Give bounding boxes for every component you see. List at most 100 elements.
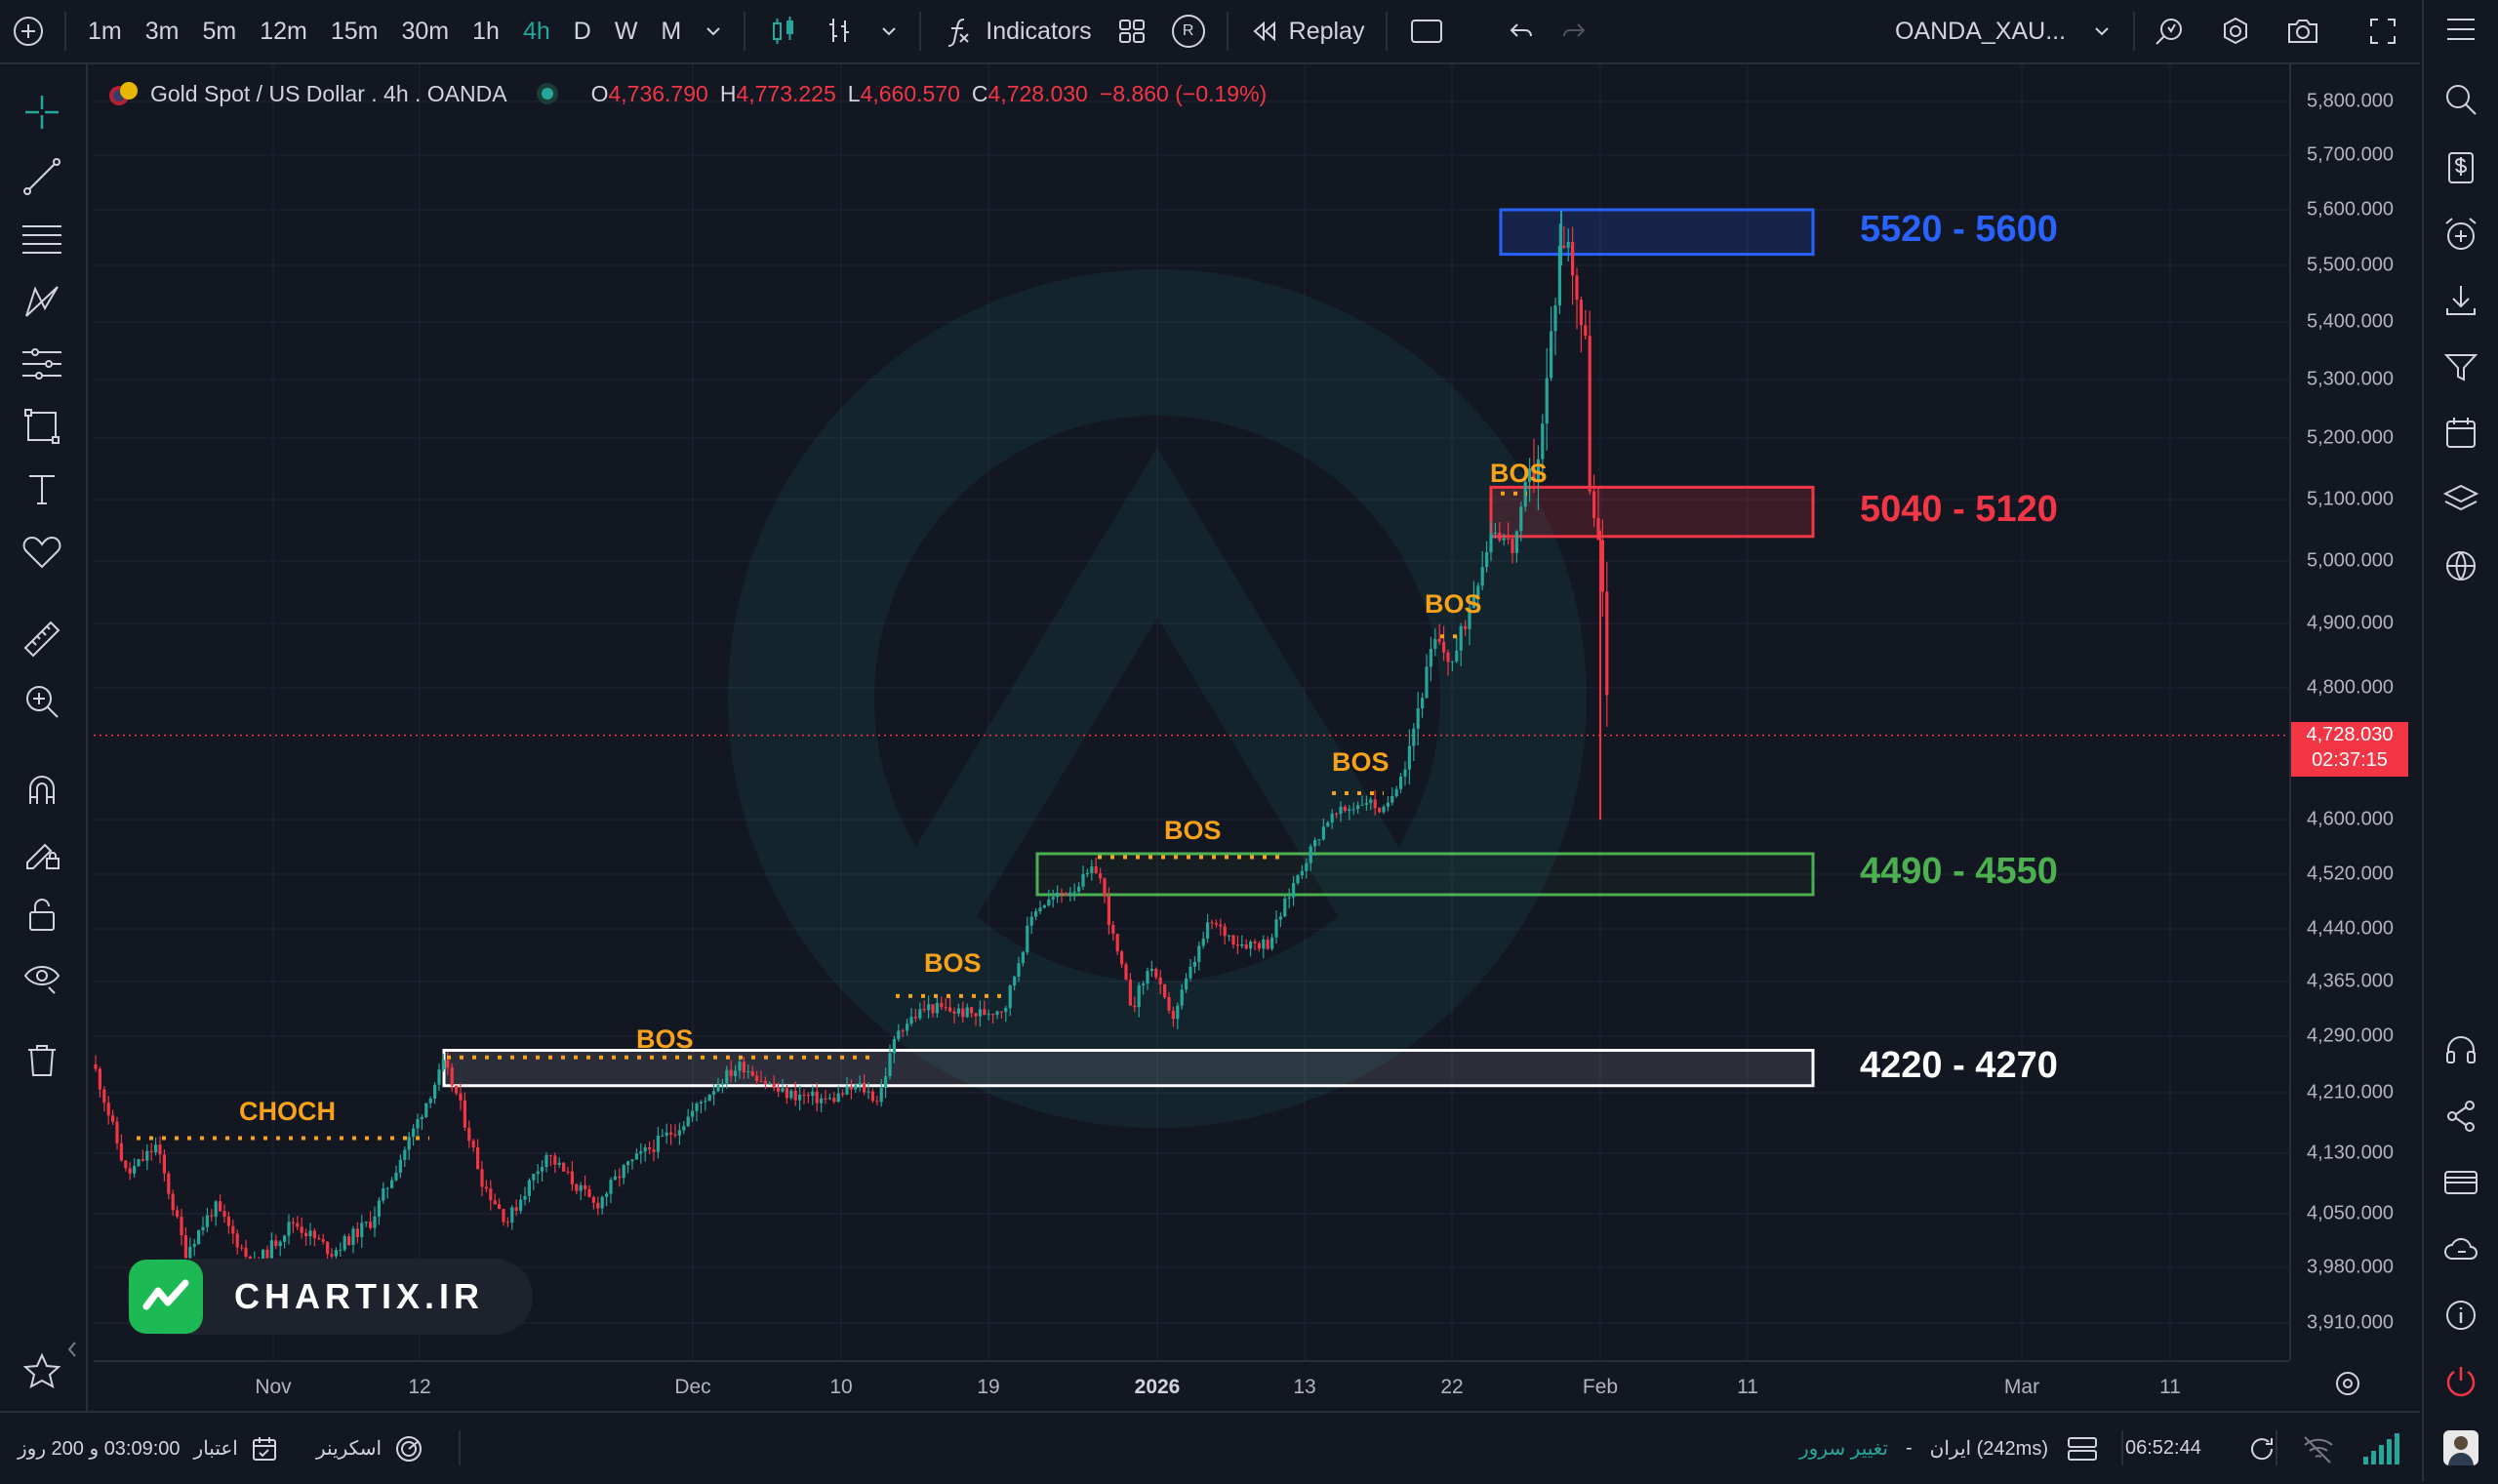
interval-15m[interactable]: 15m xyxy=(330,17,379,45)
chart-pane[interactable] xyxy=(94,64,2289,1360)
measure-tool[interactable] xyxy=(20,617,64,662)
screener-filter-button[interactable] xyxy=(2438,343,2484,390)
candle-body xyxy=(1493,532,1497,534)
candle-body xyxy=(1244,943,1248,949)
interval-30m[interactable]: 30m xyxy=(401,17,450,45)
price-tick-label: 5,800.000 xyxy=(2307,90,2394,112)
text-tool[interactable] xyxy=(20,466,64,511)
candle-body xyxy=(1485,552,1489,568)
interval-12m[interactable]: 12m xyxy=(260,17,307,45)
share-button[interactable] xyxy=(2438,1093,2484,1140)
candle-body xyxy=(304,1232,308,1237)
support-button[interactable] xyxy=(2438,1026,2484,1073)
chart-settings-button[interactable] xyxy=(2332,1368,2363,1399)
radar-icon xyxy=(396,1435,423,1462)
candle-body xyxy=(1090,866,1094,873)
snapshot-button[interactable] xyxy=(2274,0,2332,62)
prediction-tool[interactable] xyxy=(20,341,64,386)
server-change-link[interactable]: تغییر سرور xyxy=(1799,1438,1888,1460)
zoom-tool[interactable] xyxy=(20,679,64,724)
candle-body xyxy=(420,1117,423,1120)
symbol-title[interactable]: Gold Spot / US Dollar . 4h . OANDA xyxy=(150,80,507,106)
candle-body xyxy=(1579,300,1583,326)
favorites-star-tool[interactable] xyxy=(20,1348,64,1393)
interval-dropdown[interactable] xyxy=(693,0,734,62)
candle-body xyxy=(137,1159,141,1167)
redo-button[interactable] xyxy=(1548,0,1600,62)
price-axis[interactable]: 5,800.000 5,700.000 5,600.000 5,500.000 5,40… xyxy=(2289,64,2422,1360)
info-button[interactable] xyxy=(2438,1292,2484,1339)
settings-button[interactable] xyxy=(2207,0,2264,62)
undo-button[interactable] xyxy=(1495,0,1548,62)
interval-1m[interactable]: 1m xyxy=(88,17,122,45)
alerts-button[interactable] xyxy=(2438,211,2484,258)
credit-status[interactable]: 03:09:00 و 200 روز اعتبار xyxy=(18,1413,279,1484)
download-button[interactable] xyxy=(2438,277,2484,324)
interval-1h[interactable]: 1h xyxy=(472,17,500,45)
interval-m[interactable]: M xyxy=(661,17,682,45)
candle-body xyxy=(584,1184,587,1189)
candle-body xyxy=(106,1103,110,1116)
pattern-tool[interactable] xyxy=(20,279,64,324)
user-avatar[interactable] xyxy=(2438,1424,2484,1471)
logout-button[interactable] xyxy=(2438,1358,2484,1405)
candle-body xyxy=(832,1098,836,1103)
search-button[interactable] xyxy=(2438,76,2484,123)
add-symbol-button[interactable] xyxy=(0,0,55,62)
server-status[interactable]: تغییر سرور - ایران (242ms) xyxy=(1799,1413,2099,1484)
screener-status[interactable]: اسکرینر xyxy=(316,1413,424,1484)
menu-button[interactable] xyxy=(2438,6,2484,53)
magnet-tool[interactable] xyxy=(20,767,64,812)
candle-body xyxy=(541,1167,544,1172)
rectangle-button[interactable] xyxy=(1397,0,1456,62)
bars-chart-type-button[interactable] xyxy=(812,0,868,62)
fullscreen-button[interactable] xyxy=(2356,0,2410,62)
collapse-toolbar-button[interactable] xyxy=(62,1327,82,1372)
candle-body xyxy=(897,1030,901,1039)
price-tick-label: 5,500.000 xyxy=(2307,254,2394,276)
remove-drawings-tool[interactable] xyxy=(20,1038,64,1083)
subscription-button[interactable] xyxy=(2438,1159,2484,1206)
hide-drawings-tool[interactable] xyxy=(20,954,64,999)
candle-body xyxy=(1064,894,1068,896)
replay-button[interactable]: Replay xyxy=(1238,0,1377,62)
candle-body xyxy=(1514,531,1518,553)
indicators-button[interactable]: Indicators xyxy=(931,0,1103,62)
refresh-icon[interactable] xyxy=(2246,1433,2277,1464)
ruler-icon xyxy=(23,621,60,658)
alert-button[interactable] xyxy=(2141,0,2197,62)
candle-body xyxy=(1464,625,1468,629)
candle-body xyxy=(1566,241,1570,248)
pattern-icon xyxy=(25,286,59,317)
chart-type-dropdown[interactable] xyxy=(868,0,909,62)
signal-status[interactable] xyxy=(2301,1413,2400,1484)
trendline-tool[interactable] xyxy=(20,154,64,199)
symbol-select[interactable]: OANDA_XAU... xyxy=(1883,0,2122,62)
layouts-button[interactable] xyxy=(1104,0,1160,62)
filter-icon xyxy=(2443,354,2478,381)
interval-5m[interactable]: 5m xyxy=(202,17,237,45)
favorites-tool[interactable] xyxy=(20,529,64,574)
candle-body xyxy=(1228,935,1231,937)
drawing-mode-tool[interactable] xyxy=(20,829,64,874)
shape-tool[interactable] xyxy=(20,404,64,449)
interval-3m[interactable]: 3m xyxy=(144,17,180,45)
globe-button[interactable] xyxy=(2438,542,2484,589)
candle-body xyxy=(768,1083,772,1085)
cloud-button[interactable] xyxy=(2438,1225,2484,1272)
candle-body xyxy=(553,1155,557,1165)
crosshair-tool[interactable] xyxy=(20,90,64,135)
watchlist-button[interactable] xyxy=(2438,144,2484,191)
interval-4h[interactable]: 4h xyxy=(522,17,550,45)
r-badge-button[interactable]: R xyxy=(1160,0,1217,62)
lock-drawings-tool[interactable] xyxy=(20,892,64,937)
layers-button[interactable] xyxy=(2438,476,2484,523)
grid-icon xyxy=(1118,20,1145,43)
candles-chart-type-button[interactable] xyxy=(755,0,812,62)
interval-w[interactable]: W xyxy=(614,17,638,45)
calendar-button[interactable] xyxy=(2438,410,2484,457)
fib-tool[interactable] xyxy=(20,217,64,261)
interval-d[interactable]: D xyxy=(573,17,591,45)
time-axis[interactable]: Nov 12 Dec 10 19 2026 13 22 Feb 11 Mar 11 xyxy=(94,1360,2289,1411)
candle-body xyxy=(424,1103,428,1118)
